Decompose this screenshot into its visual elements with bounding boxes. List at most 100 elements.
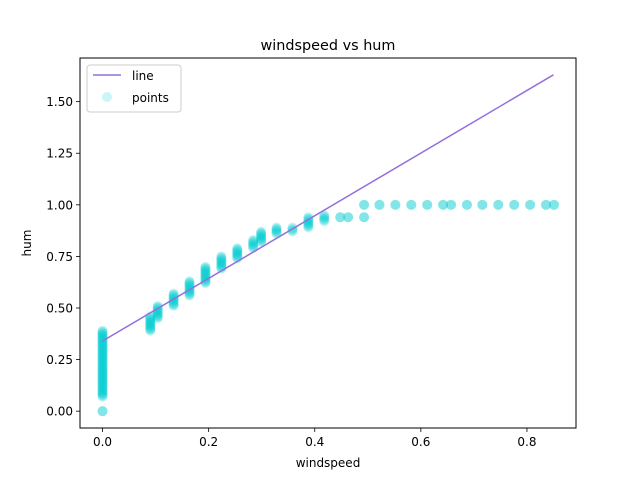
scatter-point xyxy=(232,243,243,254)
scatter-point xyxy=(248,238,259,249)
scatter-point xyxy=(525,199,536,210)
scatter-point xyxy=(319,214,330,225)
scatter-point xyxy=(97,390,108,401)
scatter-point xyxy=(97,359,108,370)
scatter-point xyxy=(216,259,227,270)
scatter-point xyxy=(97,345,108,356)
scatter-point xyxy=(256,227,267,238)
scatter-point xyxy=(343,212,354,223)
scatter-point xyxy=(97,350,108,361)
scatter-point xyxy=(525,199,536,210)
scatter-point xyxy=(232,247,243,258)
x-tick-label: 0.2 xyxy=(199,435,218,449)
scatter-point xyxy=(232,246,243,257)
x-axis-label: windspeed xyxy=(296,456,361,470)
scatter-point xyxy=(541,199,552,210)
scatter-point xyxy=(493,199,504,210)
scatter-point xyxy=(97,341,108,352)
scatter-point xyxy=(152,309,163,320)
scatter-point xyxy=(184,282,195,293)
y-tick-label: 1.50 xyxy=(46,95,73,109)
y-axis-label: hum xyxy=(20,230,34,257)
scatter-point xyxy=(359,199,370,210)
scatter-point xyxy=(152,306,163,317)
scatter-point xyxy=(97,375,108,386)
scatter-point xyxy=(168,291,179,302)
scatter-point xyxy=(168,296,179,307)
scatter-point xyxy=(271,227,282,238)
scatter-point xyxy=(303,216,314,227)
scatter-point xyxy=(256,232,267,243)
scatter-point xyxy=(97,374,108,385)
scatter-point xyxy=(200,266,211,277)
scatter-point xyxy=(97,381,108,392)
scatter-point xyxy=(168,292,179,303)
scatter-point xyxy=(232,248,243,259)
scatter-point xyxy=(97,380,108,391)
scatter-point xyxy=(97,353,108,364)
scatter-point xyxy=(422,199,433,210)
scatter-point xyxy=(184,287,195,298)
scatter-point xyxy=(461,199,472,210)
scatter-point xyxy=(184,279,195,290)
scatter-point xyxy=(216,254,227,265)
scatter-point xyxy=(200,261,211,272)
scatter-point xyxy=(97,380,108,391)
scatter-point xyxy=(97,368,108,379)
scatter-point xyxy=(271,223,282,234)
scatter-point xyxy=(303,219,314,230)
scatter-point xyxy=(97,364,108,375)
scatter-point xyxy=(97,357,108,368)
x-tick-label: 0.6 xyxy=(411,435,430,449)
scatter-point xyxy=(216,258,227,269)
scatter-point xyxy=(374,199,385,210)
scatter-point xyxy=(97,354,108,365)
scatter-point xyxy=(422,199,433,210)
x-tick-label: 0.4 xyxy=(305,435,324,449)
scatter-point xyxy=(509,199,520,210)
scatter-point xyxy=(97,339,108,350)
scatter-point xyxy=(152,300,163,311)
scatter-point xyxy=(216,254,227,265)
scatter-point xyxy=(256,229,267,240)
scatter-point xyxy=(184,277,195,288)
scatter-point xyxy=(248,234,259,245)
scatter-point xyxy=(359,199,370,210)
scatter-point xyxy=(477,199,488,210)
scatter-point xyxy=(541,199,552,210)
scatter-point xyxy=(343,212,354,223)
scatter-point xyxy=(374,199,385,210)
scatter-point xyxy=(232,253,243,264)
scatter-point xyxy=(97,360,108,371)
scatter-point xyxy=(216,262,227,273)
scatter-point xyxy=(145,313,156,324)
legend-box xyxy=(86,64,182,113)
scatter-point xyxy=(438,199,449,210)
scatter-point xyxy=(97,329,108,340)
scatter-point xyxy=(303,220,314,231)
scatter-point xyxy=(97,390,108,401)
scatter-point xyxy=(97,342,108,353)
scatter-point xyxy=(145,316,156,327)
y-tick-label: 1.00 xyxy=(46,198,73,212)
plot-frame xyxy=(79,57,577,429)
scatter-point xyxy=(97,406,108,417)
scatter-point xyxy=(390,199,401,210)
scatter-point xyxy=(461,199,472,210)
scatter-point xyxy=(406,199,417,210)
scatter-point xyxy=(200,262,211,273)
scatter-point xyxy=(145,318,156,329)
chart-title: windspeed vs hum xyxy=(261,38,396,54)
legend-line-label: line xyxy=(132,69,154,83)
scatter-point xyxy=(97,373,108,384)
scatter-point xyxy=(256,236,267,247)
scatter-point xyxy=(145,323,156,334)
scatter-point xyxy=(145,324,156,335)
scatter-point xyxy=(97,347,108,358)
scatter-point xyxy=(216,253,227,264)
scatter-point xyxy=(232,249,243,260)
scatter-point xyxy=(97,363,108,374)
scatter-point xyxy=(446,199,457,210)
